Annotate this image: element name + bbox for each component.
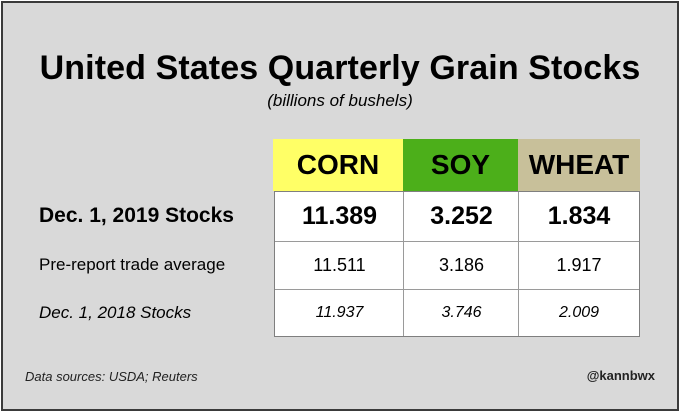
cell-soy-trade-average: 3.186	[438, 255, 485, 275]
chart-subtitle: (billions of bushels)	[267, 91, 413, 110]
cell-corn-dec-2018: 11.937	[315, 304, 364, 321]
row-label-dec-2018: Dec. 1, 2018 Stocks	[39, 303, 192, 322]
stocks-table: 11.389 3.252 1.834 11.511 3.186 1.917 11…	[274, 191, 640, 337]
row-divider	[275, 289, 639, 290]
column-header-wheat: WHEAT	[518, 139, 640, 191]
column-header-soy: SOY	[403, 139, 518, 191]
chart-title: United States Quarterly Grain Stocks	[39, 49, 641, 87]
row-divider	[275, 241, 639, 242]
row-label-trade-average: Pre-report trade average	[39, 255, 226, 274]
cell-corn-trade-average: 11.511	[313, 255, 366, 275]
cell-wheat-trade-average: 1.917	[556, 255, 602, 275]
data-source-note: Data sources: USDA; Reuters	[25, 369, 198, 384]
column-divider	[403, 192, 404, 336]
author-handle: @kannbwx	[586, 368, 655, 383]
column-header-corn: CORN	[273, 139, 403, 191]
cell-soy-dec-2018: 3.746	[441, 304, 482, 321]
cell-soy-dec-2019: 3.252	[430, 202, 493, 230]
cell-wheat-dec-2019: 1.834	[547, 202, 611, 230]
cell-corn-dec-2019: 11.389	[301, 202, 378, 230]
column-divider	[518, 192, 519, 336]
row-label-dec-2019: Dec. 1, 2019 Stocks	[39, 204, 234, 227]
cell-wheat-dec-2018: 2.009	[558, 304, 600, 321]
